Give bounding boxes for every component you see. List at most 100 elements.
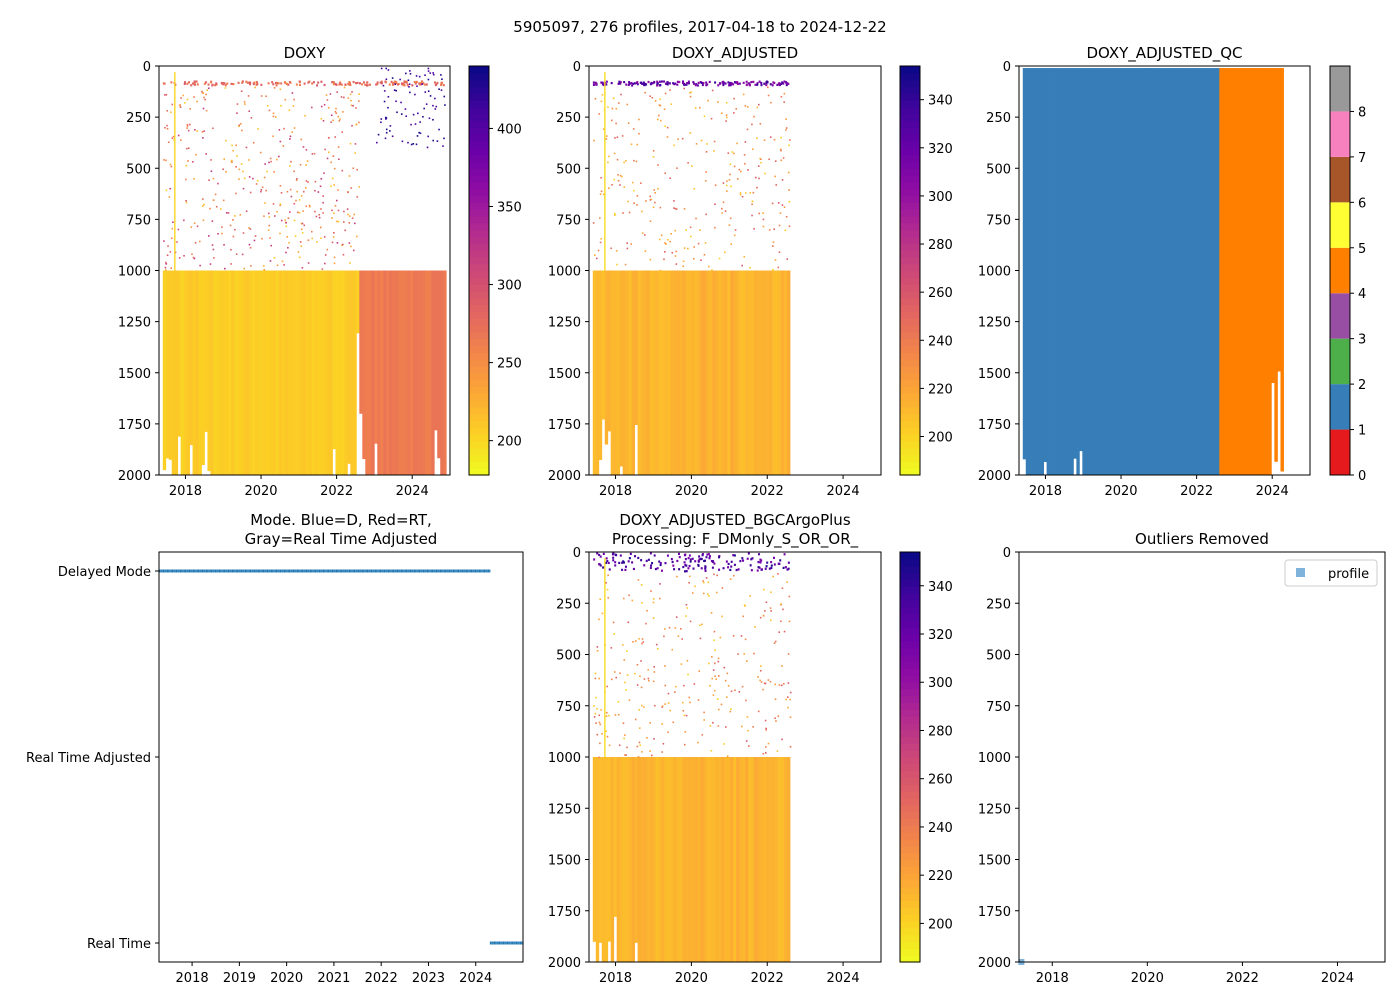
y-tick-label: 500 (126, 162, 151, 177)
heatmap-speckle (616, 263, 618, 266)
heatmap-speckle (690, 91, 692, 94)
heatmap-surface-cell (214, 84, 217, 87)
mode-point (464, 569, 466, 573)
heatmap-speckle (702, 580, 704, 582)
heatmap-speckle (768, 158, 770, 161)
mode-point (395, 569, 397, 573)
mode-point (216, 569, 218, 573)
x-tick-label: 2024 (827, 484, 860, 499)
heatmap-surface-cell (727, 81, 730, 84)
mode-point (406, 569, 408, 573)
colorbar-segment (900, 716, 920, 724)
colorbar-segment (900, 900, 920, 908)
heatmap-speckle (593, 716, 596, 718)
heatmap-surface-cell (253, 81, 256, 84)
heatmap-surface-cell (440, 81, 443, 85)
heatmap-speckle (780, 159, 783, 162)
heatmap-speckle (693, 246, 696, 248)
heatmap-speckle (661, 706, 664, 708)
x-tick-label: 2018 (1036, 971, 1069, 986)
heatmap-surface-cell (787, 567, 790, 570)
heatmap-surface-cell (732, 554, 735, 557)
heatmap-speckle (375, 141, 378, 144)
mode-point (214, 569, 217, 573)
heatmap-speckle (729, 578, 732, 580)
heatmap-speckle (675, 616, 678, 618)
heatmap-speckle (695, 217, 697, 220)
colorbar-segment (900, 331, 920, 340)
mode-point (369, 569, 371, 573)
mode-point (370, 569, 373, 573)
heatmap-speckle (703, 581, 705, 584)
heatmap-surface-cell (736, 82, 739, 85)
heatmap-cell (775, 270, 779, 475)
heatmap-speckle (652, 206, 655, 209)
heatmap-speckle (613, 152, 616, 155)
colorbar-tick-label: 240 (928, 334, 953, 349)
heatmap-speckle (644, 250, 647, 252)
colorbar-segment (900, 558, 920, 567)
heatmap-speckle (201, 130, 204, 133)
heatmap-cell (724, 757, 728, 962)
heatmap-speckle (674, 691, 676, 693)
heatmap-surface-cell (688, 554, 691, 557)
panel-title: DOXY_ADJUSTED_QC (1086, 44, 1242, 63)
heatmap-speckle (748, 745, 750, 747)
heatmap-surface-cell (719, 82, 722, 85)
heatmap-speckle (256, 179, 259, 182)
heatmap-surface-cell (704, 569, 707, 572)
heatmap-speckle (350, 104, 353, 107)
heatmap-surface-cell (605, 557, 608, 560)
mode-point (421, 569, 423, 573)
heatmap-surface-cell (629, 552, 632, 555)
heatmap-speckle (700, 259, 702, 261)
heatmap-cell (748, 270, 752, 475)
mode-point (268, 569, 270, 573)
heatmap-speckle (739, 193, 742, 196)
mode-point (396, 569, 399, 573)
heatmap-speckle (191, 253, 193, 256)
heatmap-speckle (440, 89, 443, 91)
heatmap-surface-cell (331, 81, 334, 84)
qc-cell (1046, 68, 1050, 476)
heatmap-speckle (606, 711, 608, 714)
colorbar-segment (469, 386, 489, 394)
heatmap-speckle (742, 93, 745, 96)
mode-point (473, 569, 475, 573)
heatmap-speckle (598, 618, 600, 621)
heatmap-spike (604, 72, 606, 271)
mode-point (361, 569, 363, 573)
heatmap-speckle (782, 608, 784, 611)
heatmap-surface-cell (777, 562, 780, 565)
heatmap-surface-cell (275, 84, 278, 87)
heatmap-speckle (387, 95, 390, 98)
heatmap-speckle (302, 146, 305, 148)
heatmap-speckle (248, 110, 251, 112)
colorbar-segment (900, 100, 920, 108)
heatmap-speckle (180, 139, 182, 141)
colorbar-segment (469, 229, 489, 238)
colorbar-segment (900, 338, 920, 347)
colorbar-tick-label: 320 (928, 628, 953, 643)
heatmap-cell (332, 270, 336, 450)
heatmap-speckle (283, 127, 285, 130)
colorbar-segment (900, 79, 920, 88)
y-tick-label: 1000 (118, 265, 151, 280)
heatmap-surface-cell (643, 564, 646, 567)
heatmap-surface-cell (348, 81, 351, 84)
heatmap-surface-cell (780, 82, 783, 86)
mode-point (413, 569, 415, 573)
heatmap-speckle (658, 597, 661, 600)
heatmap-surface-cell (619, 81, 622, 84)
mode-point (450, 569, 452, 573)
y-tick-label: 500 (556, 649, 581, 664)
heatmap-speckle (290, 160, 292, 163)
heatmap-speckle (673, 200, 675, 202)
colorbar-segment (900, 447, 920, 456)
heatmap-surface-cell (770, 564, 773, 567)
heatmap-speckle (232, 235, 235, 238)
heatmap-speckle (599, 193, 602, 195)
heatmap-surface-cell (746, 557, 749, 560)
heatmap-speckle (749, 595, 751, 597)
